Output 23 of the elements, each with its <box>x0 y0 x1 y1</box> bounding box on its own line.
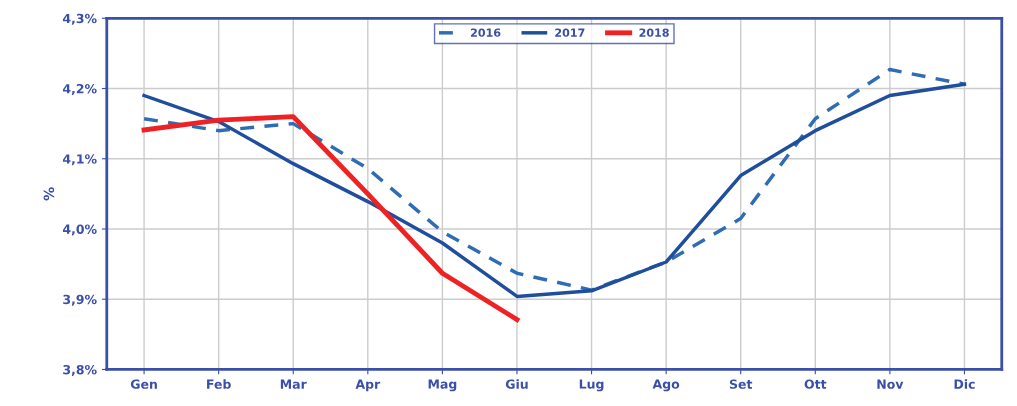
line-series <box>141 114 520 323</box>
x-tick-label: Mar <box>280 379 307 389</box>
y-tick-label: 3,9% <box>63 294 97 306</box>
legend-label: 2017 <box>555 28 585 37</box>
x-tick-label: Gen <box>130 379 157 389</box>
x-tick-label: Ago <box>652 379 680 392</box>
x-tick-label: Ott <box>804 379 827 389</box>
x-tick-label: Nov <box>877 379 904 389</box>
y-tick-label: 4,1% <box>62 154 97 166</box>
y-tick-label: 4,3% <box>62 13 97 25</box>
x-tick-label: Lug <box>579 379 604 392</box>
x-tick-label: Giu <box>505 379 528 389</box>
y-tick-label: 3,8% <box>63 364 97 376</box>
y-tick-label: 4,0% <box>62 224 97 236</box>
legend-label: 2018 <box>639 28 669 37</box>
x-tick-label: Apr <box>355 379 381 392</box>
y-axis-title: % <box>43 187 55 201</box>
x-tick-label: Mag <box>428 379 457 392</box>
x-tick-label: Feb <box>207 379 231 389</box>
x-tick-label: Set <box>729 379 753 389</box>
x-tick-label: Dic <box>954 379 975 389</box>
legend-label: 2016 <box>470 28 501 37</box>
y-tick-label: 4,2% <box>62 83 97 96</box>
